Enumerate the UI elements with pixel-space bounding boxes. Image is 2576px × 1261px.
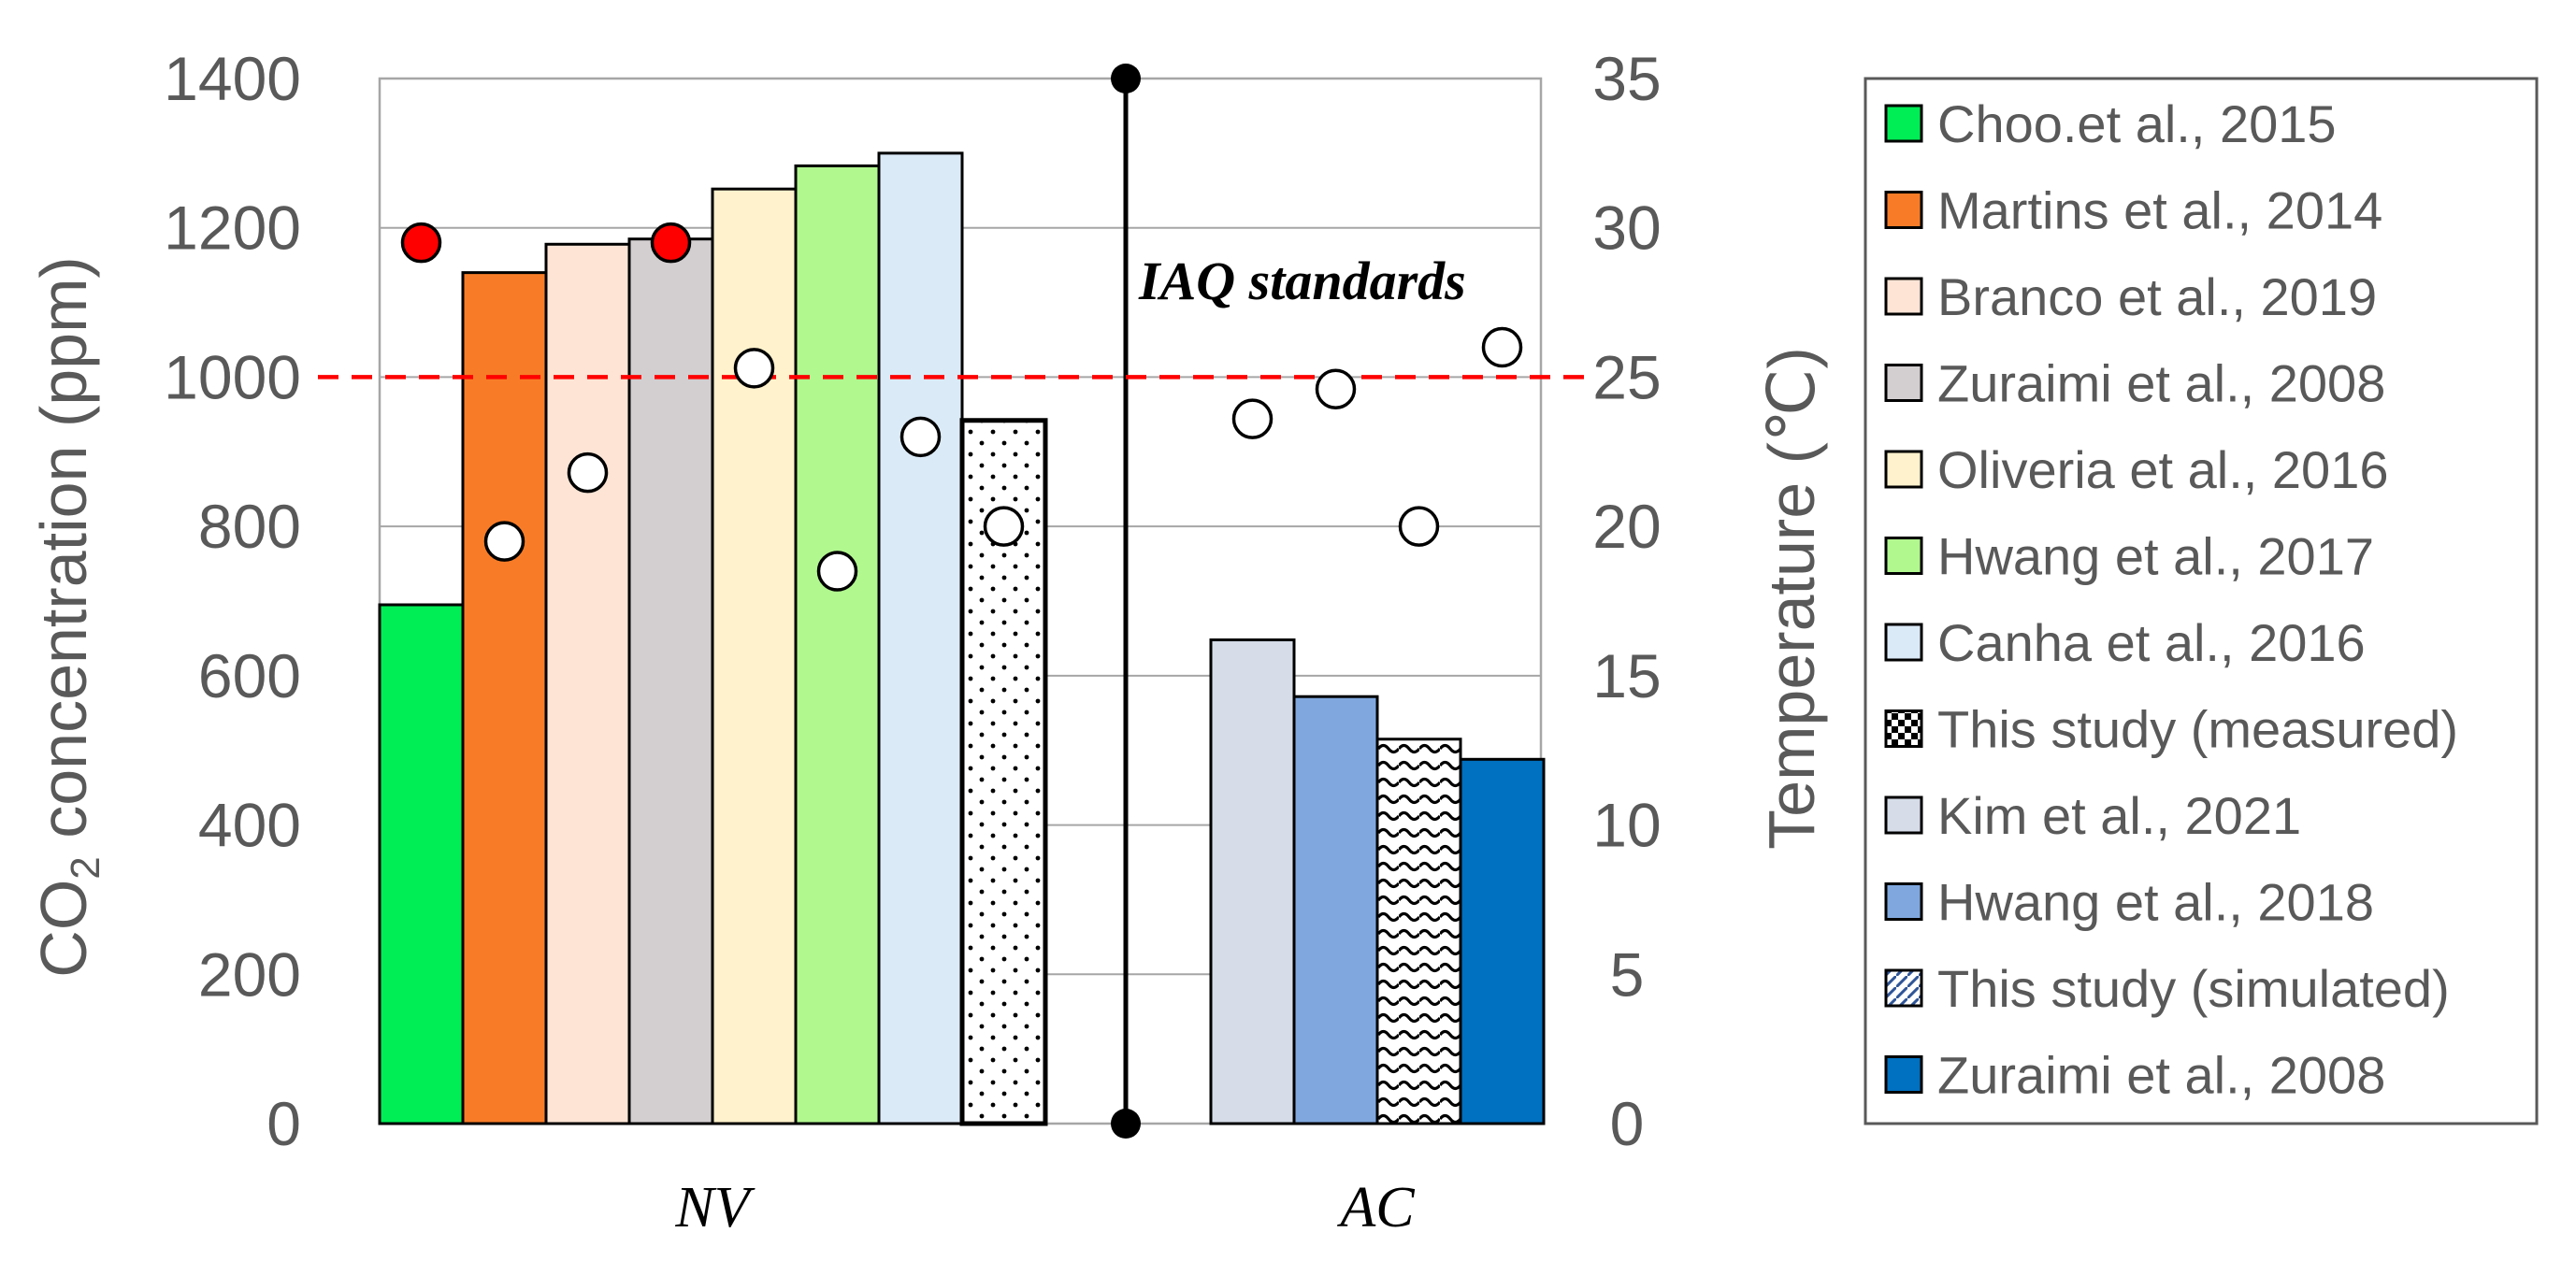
bar xyxy=(627,237,714,1125)
legend-swatch xyxy=(1884,277,1923,316)
y-right-tick-label: 35 xyxy=(1592,44,1661,113)
y-right-tick-label: 25 xyxy=(1592,342,1661,411)
legend-swatch xyxy=(1884,537,1923,575)
axis-text: 0 200 400 600 800 1000 1200 1400 0 5 10 15 20 25 30 35 C… xyxy=(27,44,1828,1240)
y-left-tick-label: 1000 xyxy=(164,342,301,411)
legend-entry-label: Canha et al., 2016 xyxy=(1937,613,2366,672)
legend-entry-label: This study (simulated) xyxy=(1937,959,2450,1018)
temperature-point xyxy=(1398,506,1440,547)
y-right-tick-label: 10 xyxy=(1592,791,1661,860)
y-left-title-main: CO xyxy=(27,880,100,978)
legend-swatch xyxy=(1884,450,1923,489)
y-right-tick-label: 20 xyxy=(1592,492,1661,561)
legend-swatch xyxy=(1884,191,1923,229)
y-left-tick-label: 1200 xyxy=(164,193,301,263)
legend-entry-label: Branco et al., 2019 xyxy=(1937,267,2377,326)
y-right-tick-label: 0 xyxy=(1610,1089,1645,1158)
temperature-point xyxy=(567,451,609,494)
y-left-tick-label: 800 xyxy=(198,492,301,561)
legend-entry-label: Oliveria et al., 2016 xyxy=(1937,440,2388,499)
legend-entry-label: Hwang et al., 2017 xyxy=(1937,527,2374,586)
category-label: AC xyxy=(1336,1176,1415,1240)
legend-swatch xyxy=(1884,882,1923,921)
bar xyxy=(1292,695,1379,1125)
temperature-point xyxy=(483,521,525,562)
bar xyxy=(1209,638,1296,1125)
legend-entry-label: Kim et al., 2021 xyxy=(1937,786,2301,845)
legend-swatch xyxy=(1884,364,1923,402)
bar xyxy=(711,187,798,1125)
y-right-tick-label: 5 xyxy=(1610,939,1645,1009)
legend-entry-label: Zuraimi et al., 2008 xyxy=(1937,1046,2385,1105)
temperature-point-red xyxy=(650,222,692,264)
legend-entry-label: Hwang et al., 2018 xyxy=(1937,873,2374,932)
separator-end-dot xyxy=(1111,64,1141,93)
temperature-point xyxy=(1481,326,1523,368)
temperature-point xyxy=(899,416,942,458)
temperature-point-red xyxy=(400,222,442,264)
y-left-tick-label: 0 xyxy=(266,1089,301,1158)
temperature-point xyxy=(816,551,858,592)
legend-entry-label: Choo.et al., 2015 xyxy=(1937,94,2337,153)
bar xyxy=(461,271,548,1125)
y-left-title-subscript: 2 xyxy=(63,856,108,879)
legend-entry-label: Zuraimi et al., 2008 xyxy=(1937,354,2385,413)
temperature-point xyxy=(1231,398,1274,439)
bar xyxy=(794,164,881,1125)
legend-swatch xyxy=(1884,1055,1923,1094)
legend-swatch xyxy=(1884,709,1923,748)
legend: Choo.et al., 2015 Martins et al., 2014 Bra… xyxy=(1864,77,2539,1125)
temperature-point xyxy=(1315,368,1357,409)
temperature-point xyxy=(983,506,1025,547)
separator-end-dot xyxy=(1111,1109,1141,1139)
legend-swatch xyxy=(1884,795,1923,835)
legend-entry-label: Martins et al., 2014 xyxy=(1937,181,2382,240)
bar xyxy=(378,603,465,1125)
y-right-tick-label: 15 xyxy=(1592,641,1661,710)
legend-entry-label: This study (measured) xyxy=(1937,700,2458,759)
bar xyxy=(1459,757,1546,1125)
legend-box xyxy=(1864,77,2539,1125)
bar xyxy=(877,151,964,1125)
y-left-axis-title: CO2 concentration (ppm) xyxy=(27,256,108,977)
legend-swatch xyxy=(1884,968,1923,1008)
bar xyxy=(544,242,631,1125)
category-label: NV xyxy=(674,1176,755,1240)
legend-swatch xyxy=(1884,623,1923,662)
y-left-tick-label: 1400 xyxy=(164,44,301,113)
y-right-axis-title: Temperature (℃) xyxy=(1755,347,1828,850)
y-left-tick-label: 200 xyxy=(198,939,301,1009)
y-left-tick-label: 600 xyxy=(198,641,301,710)
y-left-tick-label: 400 xyxy=(198,791,301,860)
y-left-title-rest: concentration (ppm) xyxy=(27,256,100,856)
overlays: IAQ standards xyxy=(318,64,1594,1139)
y-right-tick-label: 30 xyxy=(1592,193,1661,263)
temperature-point xyxy=(733,348,775,389)
iaq-standards-label: IAQ standards xyxy=(1138,251,1466,311)
legend-swatch xyxy=(1884,104,1923,143)
bar xyxy=(1375,738,1462,1125)
